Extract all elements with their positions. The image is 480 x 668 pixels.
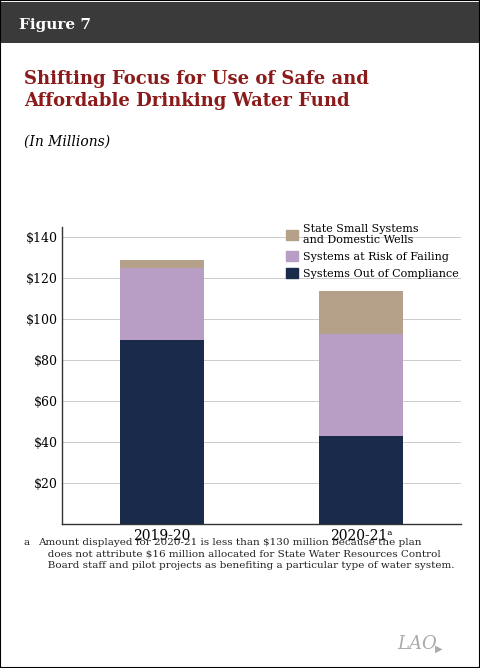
Bar (120, 340, 204, 524)
Text: a: a (24, 538, 30, 546)
Text: Amount displayed for 2020-21 is less than $130 million because the plan
   does : Amount displayed for 2020-21 is less tha… (38, 538, 455, 570)
Text: ▶: ▶ (435, 643, 443, 653)
Bar (319, 436, 403, 524)
Bar (120, 268, 204, 340)
Bar (319, 334, 403, 436)
Text: (In Millions): (In Millions) (24, 135, 110, 149)
Bar (120, 260, 204, 268)
Text: LAO: LAO (398, 635, 437, 653)
Bar (319, 291, 403, 334)
Legend: State Small Systems
and Domestic Wells, Systems at Risk of Failing, Systems Out : State Small Systems and Domestic Wells, … (286, 224, 459, 279)
Text: Figure 7: Figure 7 (19, 18, 91, 32)
Text: Shifting Focus for Use of Safe and
Affordable Drinking Water Fund: Shifting Focus for Use of Safe and Affor… (24, 70, 369, 110)
